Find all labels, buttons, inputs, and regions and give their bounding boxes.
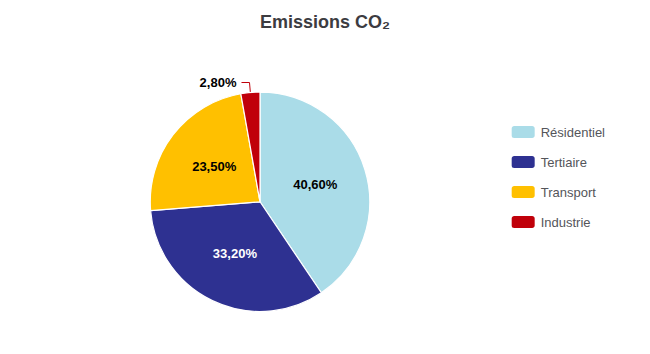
- svg-text:33,20%: 33,20%: [213, 246, 258, 261]
- svg-text:23,50%: 23,50%: [192, 159, 237, 174]
- svg-text:Emissions CO₂: Emissions CO₂: [260, 12, 390, 32]
- svg-text:Tertiaire: Tertiaire: [541, 155, 587, 170]
- svg-text:Industrie: Industrie: [541, 215, 591, 230]
- svg-text:2,80%: 2,80%: [200, 75, 237, 90]
- svg-text:40,60%: 40,60%: [293, 177, 338, 192]
- svg-text:Résidentiel: Résidentiel: [541, 125, 605, 140]
- svg-text:Transport: Transport: [541, 185, 597, 200]
